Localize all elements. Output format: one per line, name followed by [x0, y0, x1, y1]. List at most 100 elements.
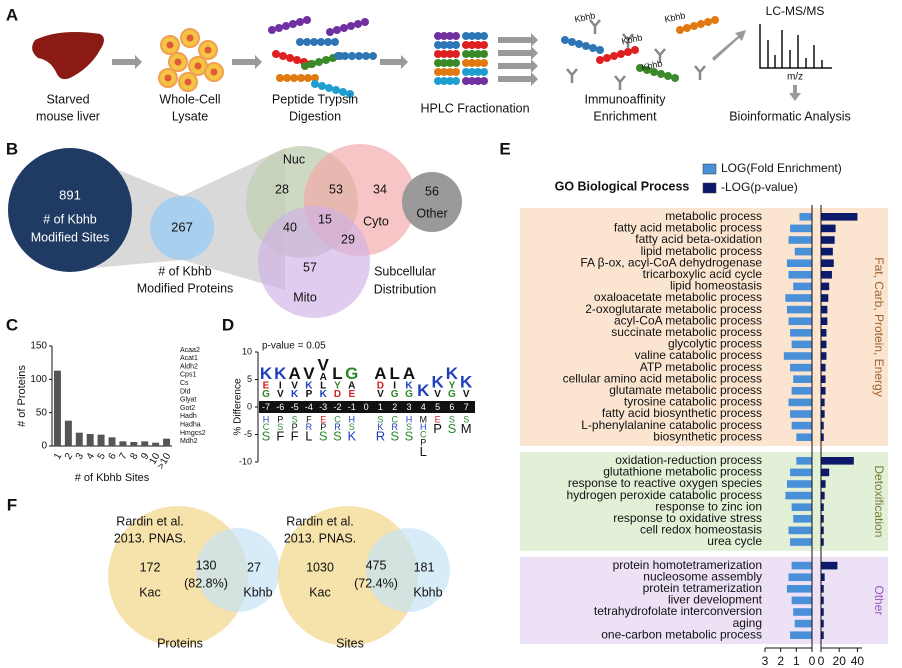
bar	[821, 247, 833, 256]
arrow	[498, 33, 538, 47]
peptide-bead	[354, 20, 362, 28]
peptide-bead	[462, 41, 470, 49]
category-label: glycolytic process	[668, 337, 762, 351]
venn-kbhb	[196, 528, 280, 612]
peptide-bead	[440, 32, 448, 40]
label: Kbhb	[413, 585, 442, 599]
label: Whole-Cell	[159, 92, 220, 106]
gene-label: Hadha	[180, 422, 201, 429]
logo-letter: E	[435, 414, 441, 424]
peptide-bead	[296, 38, 304, 46]
category-label: acyl-CoA metabolic process	[614, 313, 762, 327]
peptide-bead	[304, 74, 312, 82]
bar	[786, 305, 812, 314]
bar	[821, 352, 827, 360]
logo-letter: R	[334, 422, 341, 432]
logo-letter: A	[348, 381, 355, 392]
label: 28	[275, 182, 289, 196]
logo-letter: K	[291, 389, 299, 400]
category-label: fatty acid beta-oxidation	[635, 232, 762, 246]
label: p-value = 0.05	[262, 341, 326, 352]
bar	[790, 224, 812, 233]
bar	[788, 398, 812, 407]
bar	[788, 526, 812, 535]
bar	[163, 438, 171, 446]
position-label: -7	[262, 402, 270, 412]
cell-nucleus	[166, 41, 174, 49]
bar	[799, 213, 812, 221]
peptide-bead	[462, 59, 470, 67]
label: Lysate	[172, 109, 208, 123]
label: 1030	[306, 560, 334, 574]
bar	[75, 432, 83, 446]
arrow	[498, 72, 538, 86]
peptide-bead	[333, 26, 341, 34]
logo-letter: K	[417, 381, 430, 400]
bar	[821, 515, 824, 523]
peptide-bead	[308, 60, 316, 68]
peptide-bead	[434, 32, 442, 40]
peptide-bead	[474, 50, 482, 58]
logo-letter: C	[420, 430, 427, 440]
logo-letter: H	[263, 414, 270, 424]
antibody-icon	[622, 33, 634, 48]
peptide-bead	[341, 52, 349, 60]
category-label: biosynthetic process	[653, 429, 762, 443]
bar	[788, 317, 812, 325]
label: Subcellular	[374, 264, 436, 278]
label: Kbhb	[243, 585, 272, 599]
x-tick-label: 10	[147, 451, 162, 467]
peptide-bead	[440, 50, 448, 58]
peptide-bead	[369, 52, 377, 60]
bar	[821, 224, 836, 233]
antibody-icon	[566, 68, 578, 83]
label: Sites	[336, 636, 364, 650]
category-label: protein homotetramerization	[613, 558, 762, 572]
peptide-bead	[468, 32, 476, 40]
y-tick-label: 0	[41, 441, 47, 452]
x-axis-label: # of Kbhb Sites	[75, 472, 150, 484]
position-label: 0	[364, 402, 369, 412]
logo-letter: S	[262, 429, 271, 444]
peptide-bead	[446, 50, 454, 58]
label: 53	[329, 182, 343, 196]
y-tick-label: 150	[30, 341, 47, 352]
label: Modified Sites	[31, 230, 110, 244]
bar	[786, 259, 812, 267]
peptide-bead	[446, 32, 454, 40]
peptide-bead	[664, 72, 672, 80]
bar	[786, 480, 812, 488]
peptide-bead	[474, 59, 482, 67]
cell-nucleus	[210, 68, 218, 76]
bar	[821, 340, 827, 349]
label: Distribution	[374, 282, 437, 296]
logo-letter: G	[262, 389, 270, 400]
logo-letter: P	[306, 389, 313, 400]
logo-letter: S	[390, 429, 399, 444]
peptide-bead	[452, 59, 460, 67]
peptide-bead	[434, 77, 442, 85]
logo-letter: L	[320, 381, 326, 392]
sites-circle	[8, 148, 132, 272]
label: (72.4%)	[354, 576, 398, 590]
peptide-bead	[468, 50, 476, 58]
logo-letter: F	[276, 429, 284, 444]
panel-letter: E	[499, 139, 510, 158]
ms-axes	[759, 24, 832, 69]
logo-letter: V	[277, 389, 284, 400]
bar	[791, 421, 812, 430]
label: 29	[341, 232, 355, 246]
peptide-bead	[282, 22, 290, 30]
bar	[821, 608, 824, 616]
position-label: -4	[305, 402, 313, 412]
bar	[790, 538, 812, 546]
peptide-bead	[446, 41, 454, 49]
logo-letter: H	[420, 422, 427, 432]
group-background	[520, 556, 888, 644]
peptide-bead	[361, 18, 369, 26]
peptide-bead	[340, 24, 348, 32]
category-label: ATP metabolic process	[640, 360, 762, 374]
bar	[64, 420, 72, 446]
logo-letter: V	[318, 355, 330, 374]
logo-letter: K	[460, 372, 473, 391]
